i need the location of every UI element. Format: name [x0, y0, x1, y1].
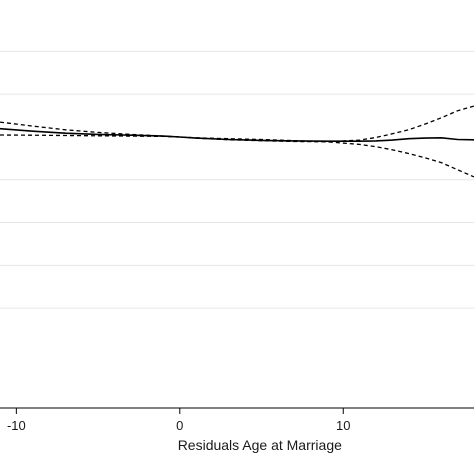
fit-line-0: [0, 127, 474, 142]
series-lines: [0, 105, 474, 178]
ci-band-line-1: [0, 105, 474, 143]
x-tick-label-1: 0: [176, 418, 183, 433]
x-axis-ticks: -10 0 10: [7, 408, 350, 433]
x-tick-label-2: 10: [336, 418, 350, 433]
gridlines: [0, 50, 474, 309]
x-tick-label-0: -10: [7, 418, 26, 433]
x-axis-label: Residuals Age at Marriage: [178, 437, 342, 453]
ci-band-line-2: [0, 134, 474, 178]
